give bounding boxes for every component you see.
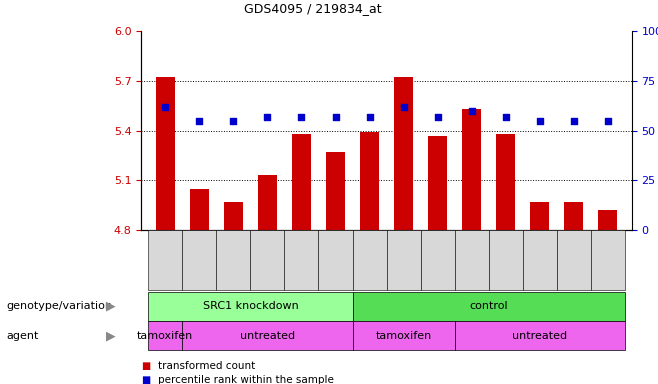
Point xyxy=(160,104,170,110)
Bar xyxy=(530,202,549,230)
Text: tamoxifen: tamoxifen xyxy=(376,331,432,341)
Text: tamoxifen: tamoxifen xyxy=(137,331,193,341)
Text: ■: ■ xyxy=(141,375,151,384)
Bar xyxy=(463,109,481,230)
Text: genotype/variation: genotype/variation xyxy=(7,301,113,311)
Point xyxy=(296,114,307,120)
Point xyxy=(365,114,375,120)
Bar xyxy=(292,134,311,230)
Text: agent: agent xyxy=(7,331,39,341)
Bar xyxy=(599,210,617,230)
Point xyxy=(467,108,477,114)
Bar xyxy=(394,77,413,230)
Bar xyxy=(565,202,583,230)
Point xyxy=(432,114,443,120)
Bar xyxy=(326,152,345,230)
Point xyxy=(534,118,545,124)
Text: GDS4095 / 219834_at: GDS4095 / 219834_at xyxy=(244,2,382,15)
Bar xyxy=(496,134,515,230)
Point xyxy=(398,104,409,110)
Text: percentile rank within the sample: percentile rank within the sample xyxy=(158,375,334,384)
Point xyxy=(194,118,205,124)
Bar xyxy=(360,132,379,230)
Bar xyxy=(190,189,209,230)
Point xyxy=(603,118,613,124)
Point xyxy=(569,118,579,124)
Point xyxy=(330,114,341,120)
Text: control: control xyxy=(469,301,508,311)
Point xyxy=(501,114,511,120)
Text: SRC1 knockdown: SRC1 knockdown xyxy=(203,301,298,311)
Text: ▶: ▶ xyxy=(105,329,115,342)
Point xyxy=(228,118,239,124)
Text: ■: ■ xyxy=(141,361,151,371)
Bar xyxy=(224,202,243,230)
Text: untreated: untreated xyxy=(512,331,567,341)
Bar xyxy=(258,175,277,230)
Point xyxy=(262,114,272,120)
Bar xyxy=(428,136,447,230)
Text: ▶: ▶ xyxy=(105,300,115,313)
Text: transformed count: transformed count xyxy=(158,361,255,371)
Bar xyxy=(156,77,174,230)
Text: untreated: untreated xyxy=(240,331,295,341)
